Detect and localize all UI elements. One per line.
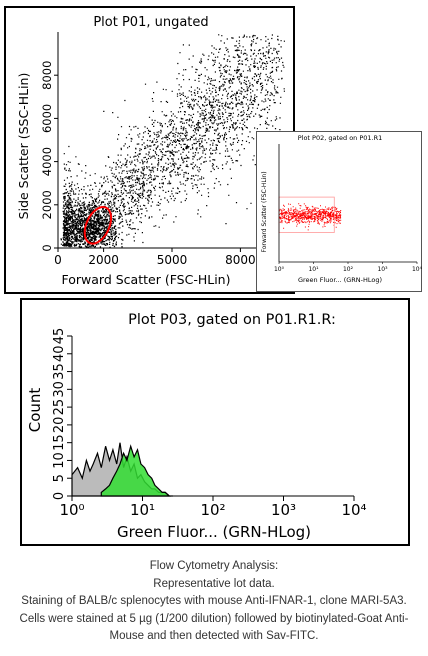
plot-p01-title: Plot P01, ungated	[93, 15, 208, 30]
plot-p03-y-tick-label: 0	[52, 492, 67, 500]
plot-p01-ylabel: Side Scatter (SSC-HLin)	[16, 73, 31, 220]
caption-line-4: Cells were stained at 5 µg (1/200 diluti…	[19, 612, 409, 625]
plot-p03-x-tick-label: 10¹	[130, 501, 155, 519]
plot-p01-panel: Plot P01, ungated Forward Scatter (FSC-H…	[4, 6, 295, 294]
plot-p01-y-tick-label: 4000	[40, 147, 54, 176]
plot-p03-y-tick-label: 25	[52, 399, 67, 416]
plot-p01-y-tick-label: 8000	[40, 61, 54, 90]
plot-p02-x-tick-label: 10¹	[308, 266, 319, 273]
plot-p01-gate-r1	[83, 206, 113, 245]
plot-p02-x-tick-label: 10²	[343, 266, 354, 273]
caption-line-1: Flow Cytometry Analysis:	[149, 560, 279, 572]
plot-p03-title: Plot P03, gated on P01.R1.R:	[128, 312, 336, 328]
plot-p03-y-tick-label: 15	[52, 434, 67, 451]
plot-p02-x-tick-label: 10⁴	[412, 266, 423, 273]
plot-p01-x-tick-label: 2000	[88, 253, 119, 267]
plot-p02-title: Plot P02, gated on P01.R1	[298, 134, 383, 142]
plot-p01-axes: 0 2000 5000 8000 0 2000 4000 6000 8000	[40, 32, 286, 267]
plot-p01-y-tick-label: 0	[40, 244, 54, 251]
plot-p03-series-stained	[100, 444, 171, 497]
plot-p03-ylabel: Count	[26, 388, 44, 433]
plot-p02-chart: Plot P02, gated on P01.R1 Green Fluor...…	[261, 134, 423, 284]
plot-p01-points	[60, 34, 285, 249]
plot-p03-histogram	[71, 442, 173, 497]
plot-p02-points	[278, 196, 342, 233]
plot-p02-panel: Plot P02, gated on P01.R1 Green Fluor...…	[256, 131, 423, 292]
plot-p02-x-tick-label: 10⁰	[274, 266, 285, 273]
plot-p02-xlabel: Green Fluor... (GRN-HLog)	[298, 276, 382, 284]
plot-p03-y-tick-label: 35	[52, 363, 67, 380]
plot-p03-y-tick-label: 5	[52, 474, 67, 482]
plot-p01-x-tick-label: 0	[54, 253, 62, 267]
caption-line-3: Staining of BALB/c splenocytes with mous…	[21, 595, 407, 607]
plot-p01-chart: Plot P01, ungated Forward Scatter (FSC-H…	[16, 15, 286, 287]
plot-p03-y-tick-label: 10	[52, 452, 67, 469]
plot-p01-x-tick-label: 8000	[225, 253, 256, 267]
plot-p01-xlabel: Forward Scatter (FSC-HLin)	[62, 272, 231, 287]
plot-p02-x-tick-label: 10³	[377, 266, 388, 273]
plot-p03-y-tick-label: 45	[52, 328, 67, 345]
caption-line-5: Mouse and then detected with Sav-FITC.	[109, 630, 319, 642]
plot-p03-x-tick-label: 10⁰	[59, 501, 84, 519]
plot-p02-event-dots	[279, 203, 342, 231]
plot-p03-y-tick-label: 20	[52, 417, 67, 434]
plot-p03-y-tick-label: 40	[52, 346, 67, 363]
plot-p03-panel: Plot P03, gated on P01.R1.R: Green Fluor…	[20, 298, 410, 546]
plot-p01-y-tick-label: 6000	[40, 104, 54, 133]
plot-p03-xlabel: Green Fluor... (GRN-HLog)	[117, 523, 311, 541]
plot-p03-chart: Plot P03, gated on P01.R1.R: Green Fluor…	[26, 312, 367, 541]
plot-p01-y-tick-label: 2000	[40, 190, 54, 219]
plot-p03-x-tick-label: 10⁴	[341, 501, 366, 519]
caption-line-2: Representative lot data.	[153, 577, 275, 590]
plot-p03-y-tick-label: 30	[52, 381, 67, 398]
plot-p02-ylabel: Forward Scatter (FSC-HLin)	[261, 171, 268, 252]
plot-p03-x-tick-label: 10²	[200, 501, 225, 519]
plot-p01-event-dots	[60, 34, 285, 249]
plot-p01-x-tick-label: 5000	[157, 253, 188, 267]
figure-caption: Flow Cytometry Analysis: Representative …	[0, 558, 428, 646]
plot-p03-x-tick-label: 10³	[271, 501, 296, 519]
plot-p02-axes: 10⁰ 10¹ 10² 10³ 10⁴	[274, 144, 423, 273]
